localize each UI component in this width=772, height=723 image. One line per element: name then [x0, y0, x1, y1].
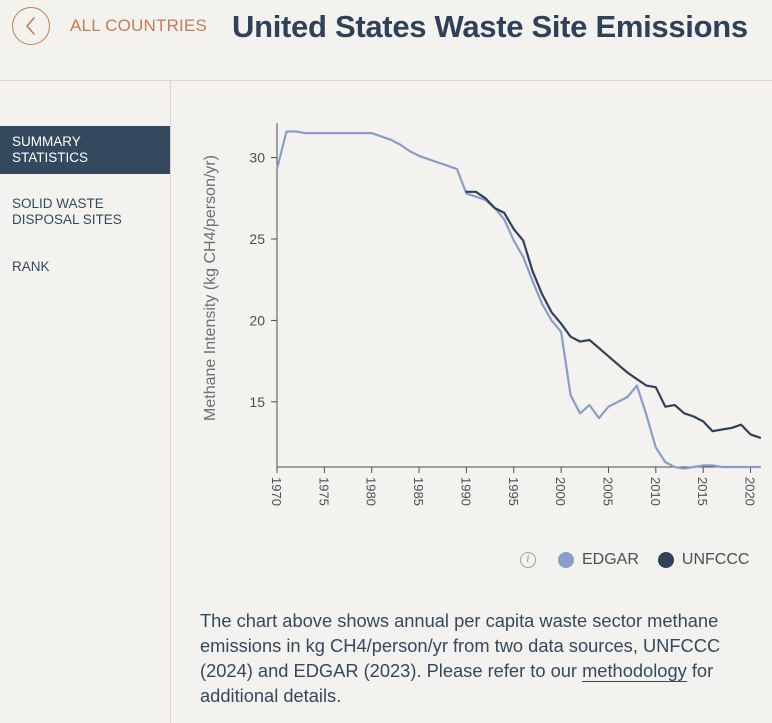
- sidebar-item-solid-waste-disposal-sites[interactable]: SOLID WASTE DISPOSAL SITES: [0, 196, 170, 228]
- x-tick-label: 1975: [316, 477, 331, 506]
- sidebar-item-summary-statistics[interactable]: SUMMARY STATISTICS: [0, 126, 170, 174]
- sidebar-item-rank[interactable]: RANK: [0, 259, 170, 275]
- x-tick-label: 1970: [269, 477, 284, 506]
- y-tick-label: 30: [249, 150, 265, 166]
- info-icon[interactable]: i: [520, 552, 536, 568]
- sidebar-divider: [170, 80, 171, 723]
- x-tick-label: 1985: [411, 477, 426, 506]
- page-title: United States Waste Site Emissions: [232, 9, 748, 44]
- x-tick-label: 2015: [695, 477, 710, 506]
- legend-label-edgar[interactable]: EDGAR: [582, 551, 639, 568]
- y-tick-label: 15: [249, 394, 265, 410]
- x-tick-label: 2000: [553, 477, 568, 506]
- y-tick-label: 20: [249, 312, 265, 328]
- x-tick-label: 1995: [506, 477, 521, 506]
- x-tick-label: 1980: [364, 477, 379, 506]
- series-line-edgar: [275, 130, 762, 470]
- description-text-end: for additional details.: [200, 660, 714, 706]
- y-tick-label: 25: [249, 231, 265, 247]
- legend-dot-unfccc: [657, 552, 674, 568]
- back-button[interactable]: [12, 7, 50, 45]
- series-line-unfccc: [465, 190, 762, 439]
- chart-description: The chart above shows annual per capita …: [200, 608, 740, 708]
- x-tick-label: 2010: [648, 477, 663, 506]
- legend-dot-edgar: [558, 552, 574, 568]
- methodology-link[interactable]: methodology: [582, 660, 687, 682]
- methane-intensity-chart: Methane Intensity (kg CH4/person/yr) 15 2…: [202, 123, 762, 506]
- y-axis-label-group: Methane Intensity (kg CH4/person/yr): [202, 155, 219, 421]
- chevron-left-icon: [26, 17, 35, 35]
- header: ALL COUNTRIES United States Waste Site E…: [0, 0, 772, 81]
- x-tick-label: 2005: [600, 477, 615, 506]
- x-tick-label: 2020: [743, 477, 758, 506]
- all-countries-link[interactable]: ALL COUNTRIES: [70, 16, 208, 35]
- x-tick-label: 1990: [458, 477, 473, 506]
- legend-label-unfccc[interactable]: UNFCCC: [681, 551, 750, 568]
- chart-legend: i EDGAR UNFCCC: [520, 549, 768, 571]
- sidebar-item-label: SUMMARY STATISTICS: [12, 134, 89, 165]
- y-axis-label: Methane Intensity (kg CH4/person/yr): [202, 155, 219, 421]
- sidebar-item-label: SOLID WASTE DISPOSAL SITES: [12, 196, 122, 227]
- description-text: The chart above shows annual per capita …: [200, 610, 721, 681]
- sidebar-item-label: RANK: [12, 259, 50, 274]
